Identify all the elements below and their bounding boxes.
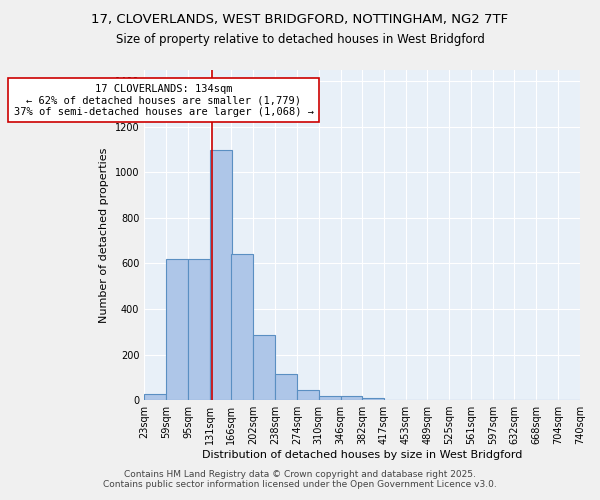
Bar [166, 259, 188, 400]
Bar [188, 259, 210, 400]
Bar [210, 150, 232, 400]
Bar [319, 396, 341, 400]
Text: 17, CLOVERLANDS, WEST BRIDGFORD, NOTTINGHAM, NG2 7TF: 17, CLOVERLANDS, WEST BRIDGFORD, NOTTING… [91, 12, 509, 26]
Bar [275, 374, 297, 400]
Bar [297, 390, 319, 400]
Text: Size of property relative to detached houses in West Bridgford: Size of property relative to detached ho… [116, 32, 484, 46]
Text: 17 CLOVERLANDS: 134sqm
← 62% of detached houses are smaller (1,779)
37% of semi-: 17 CLOVERLANDS: 134sqm ← 62% of detached… [14, 84, 314, 117]
Text: Contains HM Land Registry data © Crown copyright and database right 2025.
Contai: Contains HM Land Registry data © Crown c… [103, 470, 497, 489]
Bar [144, 394, 166, 400]
Bar [362, 398, 385, 400]
Bar [231, 254, 253, 400]
Y-axis label: Number of detached properties: Number of detached properties [99, 148, 109, 322]
Bar [341, 396, 362, 400]
Bar [253, 335, 275, 400]
X-axis label: Distribution of detached houses by size in West Bridgford: Distribution of detached houses by size … [202, 450, 523, 460]
